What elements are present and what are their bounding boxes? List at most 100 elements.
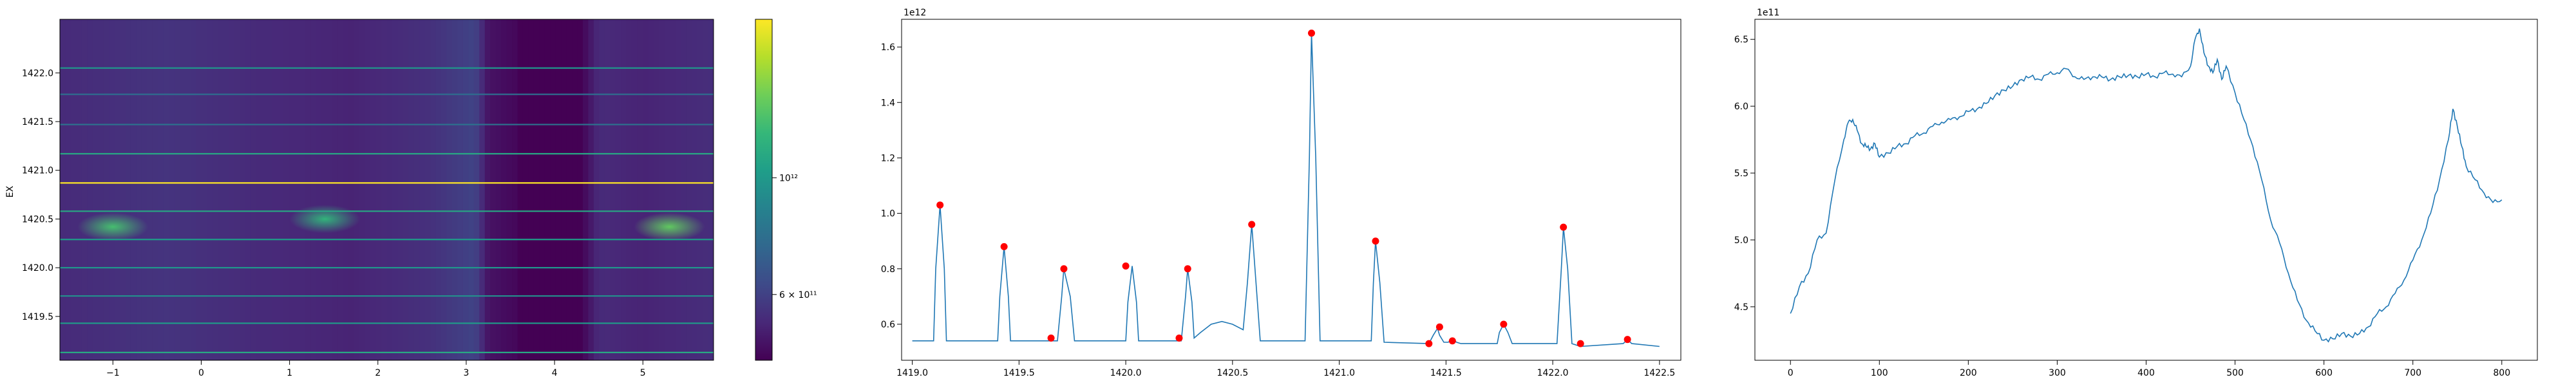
undefined-xtick-label: 2 (375, 368, 381, 378)
heatmap-column (267, 19, 273, 360)
heatmap-column (490, 19, 497, 360)
peak-marker (1624, 336, 1631, 344)
undefined-xtick-label: 0 (198, 368, 204, 378)
heatmap-column (703, 19, 709, 360)
undefined-xtick-label: 3 (463, 368, 469, 378)
heatmap-column (114, 19, 120, 360)
heatmap-ylabel: EX (5, 185, 15, 198)
heatmap-column (343, 19, 349, 360)
heatmap-column (240, 19, 246, 360)
heatmap-x-ticks: −1 0 1 2 3 4 5 (106, 360, 646, 378)
heatmap-column (256, 19, 262, 360)
heatmap-column (561, 19, 567, 360)
heatmap-column (435, 19, 442, 360)
heatmap-column (479, 19, 486, 360)
undefined-xtick-label: 1422.0 (1537, 368, 1569, 378)
undefined-xtick-label: 0 (1788, 368, 1794, 378)
undefined-ytick-label: 4.5 (1734, 302, 1748, 313)
heatmap-column (604, 19, 611, 360)
heatmap-column (158, 19, 164, 360)
heatmap-column (218, 19, 224, 360)
heatmap-column (697, 19, 703, 360)
peak-marker (1577, 340, 1584, 347)
heatmap-column (289, 19, 295, 360)
heatmap-column (299, 19, 306, 360)
heatmap-column (92, 19, 99, 360)
peak-marker (1500, 320, 1508, 328)
heatmap-column (125, 19, 131, 360)
heatmap-column (223, 19, 229, 360)
heatmap-column (70, 19, 77, 360)
heatmap-column (316, 19, 322, 360)
heatmap-column (348, 19, 355, 360)
heatmap-column (555, 19, 562, 360)
heatmap-column (169, 19, 175, 360)
heatmap-column (659, 19, 665, 360)
heatmap-column (251, 19, 257, 360)
heatmap-column (473, 19, 480, 360)
heatmap-column (675, 19, 681, 360)
undefined-xtick-label: 1422.5 (1643, 368, 1675, 378)
heatmap-column (147, 19, 153, 360)
heatmap-column (626, 19, 632, 360)
heatmap-column (413, 19, 420, 360)
heatmap-column (670, 19, 676, 360)
heatmap-column (495, 19, 502, 360)
undefined-ytick-label: 1421.0 (22, 166, 53, 176)
spectrum-offset-text: 1e12 (904, 8, 926, 18)
undefined-ytick-label: 1.6 (881, 42, 895, 53)
undefined-ytick-label: 0.6 (881, 320, 895, 330)
peak-marker (936, 201, 944, 209)
heatmap-lines (60, 67, 714, 353)
peak-marker (1448, 337, 1456, 345)
peak-marker (1184, 265, 1191, 273)
undefined-xtick-label: 800 (2493, 368, 2510, 378)
profile-offset-text: 1e11 (1757, 8, 1779, 18)
heatmap-column (60, 19, 66, 360)
heatmap-column (588, 19, 594, 360)
undefined-xtick-label: 1420.5 (1217, 368, 1248, 378)
heatmap-column (643, 19, 649, 360)
heatmap-column (327, 19, 333, 360)
heatmap-column (337, 19, 344, 360)
undefined-xtick-label: 1420.0 (1110, 368, 1142, 378)
profile-x-ticks: 0 100 200 300 400 500 600 700 800 (1788, 360, 2510, 378)
heatmap-column (572, 19, 578, 360)
undefined-xtick-label: 700 (2404, 368, 2421, 378)
heatmap-column (386, 19, 393, 360)
colorbar: 6 × 10¹¹ 10¹² (755, 19, 817, 361)
peak-marker (1122, 262, 1130, 270)
peak-marker (1372, 237, 1379, 245)
heatmap-column (196, 19, 202, 360)
heatmap-column (566, 19, 573, 360)
heatmap-column (321, 19, 328, 360)
undefined-ytick-label: 1420.5 (22, 214, 53, 225)
spectrum-panel: 1419.0 1419.5 1420.0 1420.5 1421.0 1421.5 1422… (881, 8, 1681, 378)
heatmap-column (141, 19, 147, 360)
undefined-xtick-label: 400 (2137, 368, 2155, 378)
heatmap-column (152, 19, 158, 360)
heatmap-column (332, 19, 338, 360)
heatmap-column (65, 19, 71, 360)
undefined-xtick-label: 4 (552, 368, 558, 378)
undefined-xtick-label: 1 (287, 368, 292, 378)
heatmap-column (583, 19, 589, 360)
heatmap-column (457, 19, 464, 360)
heatmap-column (681, 19, 687, 360)
colorbar-gradient (755, 19, 773, 361)
heatmap-column (375, 19, 382, 360)
heatmap-column (180, 19, 186, 360)
heatmap-column (212, 19, 218, 360)
undefined-ytick-label: 5.0 (1734, 235, 1748, 246)
heatmap-column (441, 19, 448, 360)
undefined-xtick-label: 1421.0 (1323, 368, 1355, 378)
profile-y-ticks: 4.5 5.0 5.5 6.0 6.5 (1734, 35, 1755, 313)
undefined-xtick-label: 200 (1960, 368, 1977, 378)
peak-marker (1425, 340, 1433, 347)
heatmap-column (191, 19, 197, 360)
heatmap-column (637, 19, 643, 360)
undefined-xtick-label: 100 (1871, 368, 1888, 378)
heatmap-column (452, 19, 459, 360)
heatmap-column (397, 19, 404, 360)
heatmap-column (294, 19, 300, 360)
